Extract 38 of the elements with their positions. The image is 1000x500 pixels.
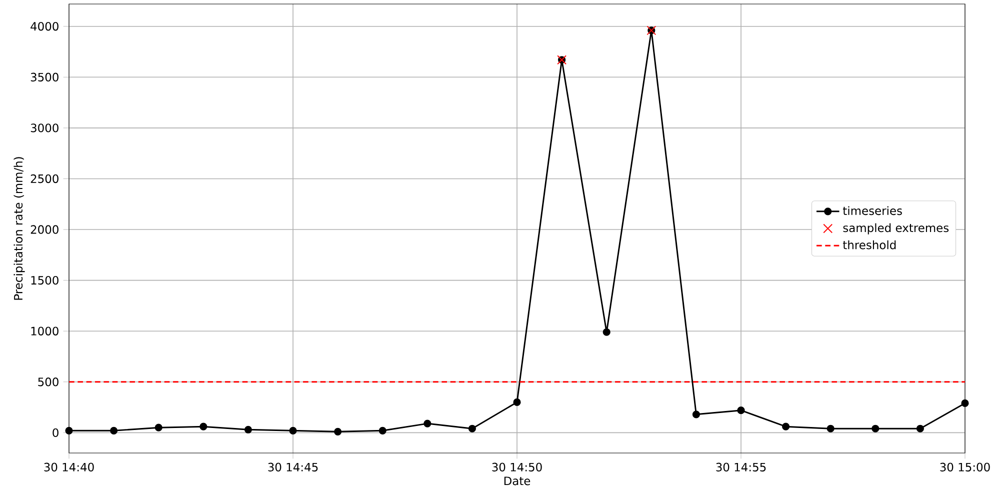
legend-label: threshold (842, 240, 896, 250)
point (424, 420, 432, 428)
y-tick-label: 3500 (30, 72, 58, 82)
y-tick-label: 4000 (30, 22, 58, 31)
point (154, 424, 162, 432)
x-axis-title: Date (504, 476, 530, 486)
point (826, 424, 834, 432)
point (872, 424, 880, 432)
point (916, 424, 924, 432)
legend-label: sampled extremes (843, 223, 949, 234)
legend-label: timeseries (842, 206, 902, 216)
x-tick-label: 30 14:50 (492, 462, 542, 472)
point (782, 422, 790, 430)
point (289, 426, 297, 434)
y-tick-label: 2500 (30, 174, 58, 184)
point (468, 424, 476, 432)
point (334, 428, 342, 436)
y-tick-label: 2000 (30, 225, 58, 234)
point (110, 426, 118, 434)
point (737, 406, 745, 414)
x-tick-label: 30 14:55 (716, 462, 766, 472)
y-axis-title: Precipitation rate (mm/h) (14, 157, 25, 300)
point (244, 426, 252, 434)
point (961, 399, 969, 408)
point (602, 328, 610, 336)
y-tick-label: 0 (52, 428, 58, 438)
y-tick-label: 1000 (31, 326, 58, 336)
y-tick-label: 500 (38, 378, 58, 386)
x-tick-label: 30 15:00 (940, 462, 990, 472)
y-tick-label: 3000 (30, 124, 58, 132)
y-tick-label: 1500 (31, 276, 58, 285)
point (378, 426, 386, 434)
point (200, 422, 208, 430)
point (692, 410, 700, 418)
point (65, 426, 73, 434)
x-tick-label: 30 14:45 (268, 462, 318, 472)
x-tick-label: 30 14:40 (44, 462, 94, 472)
point (513, 398, 521, 406)
